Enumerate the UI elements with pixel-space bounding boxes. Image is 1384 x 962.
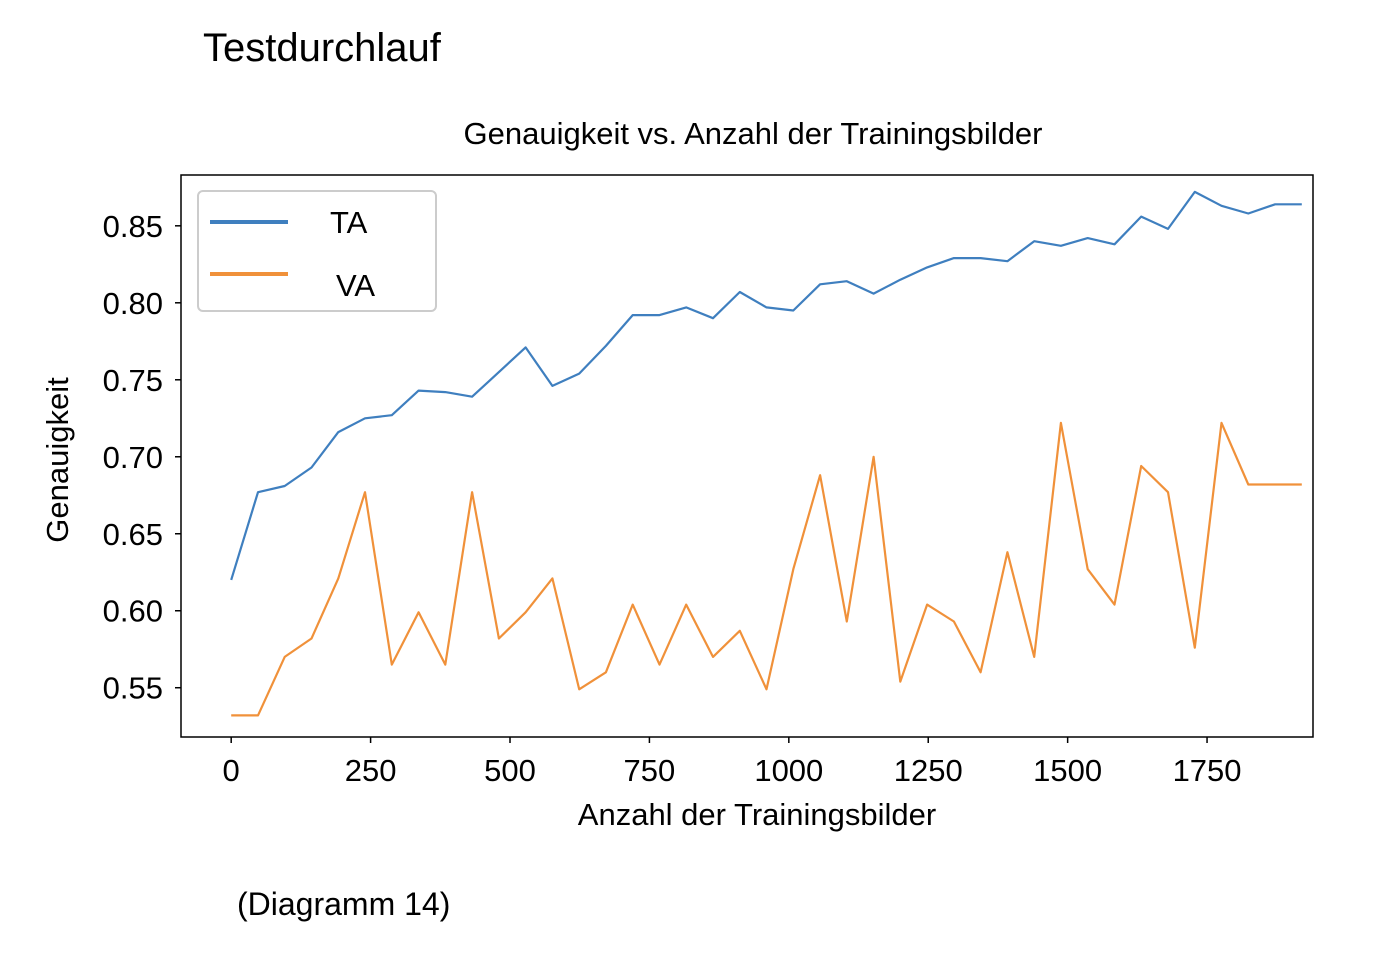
series-line-va [231,421,1302,717]
plot-frame [180,174,1314,738]
x-tick-label: 0 [223,753,240,788]
axes-layer: 0 250 500 750 1000 1250 1500 1750 0.55 0.60 0.65 0.… [103,209,1242,788]
figure-caption: (Diagramm 14) [237,886,451,922]
y-tick-label: 0.75 [103,363,163,398]
y-tick-label: 0.65 [103,517,163,552]
legend-label-va: VA [336,268,375,303]
plot-area [180,174,1314,738]
legend-box [197,190,437,312]
y-tick-label: 0.70 [103,440,163,475]
x-tick-label: 500 [484,753,536,788]
x-tick-label: 250 [345,753,397,788]
x-tick-label: 1250 [894,753,963,788]
y-tick-label: 0.55 [103,671,163,706]
chart-title: Genauigkeit vs. Anzahl der Trainingsbild… [464,116,1043,151]
y-axis-label: Genauigkeit [40,377,75,543]
x-tick-label: 1750 [1173,753,1242,788]
x-tick-label: 1500 [1033,753,1102,788]
series-line-ta [230,190,1302,581]
y-tick-label: 0.85 [103,209,163,244]
legend: TA VA [197,190,437,312]
y-tick-label: 0.60 [103,594,163,629]
x-tick-label: 1000 [754,753,823,788]
legend-label-ta: TA [330,205,368,240]
y-tick-label: 0.80 [103,286,163,321]
x-axis-label: Anzahl der Trainingsbilder [578,797,936,832]
page-heading: Testdurchlauf [203,26,441,70]
x-tick-label: 750 [624,753,676,788]
series-layer [230,190,1302,717]
